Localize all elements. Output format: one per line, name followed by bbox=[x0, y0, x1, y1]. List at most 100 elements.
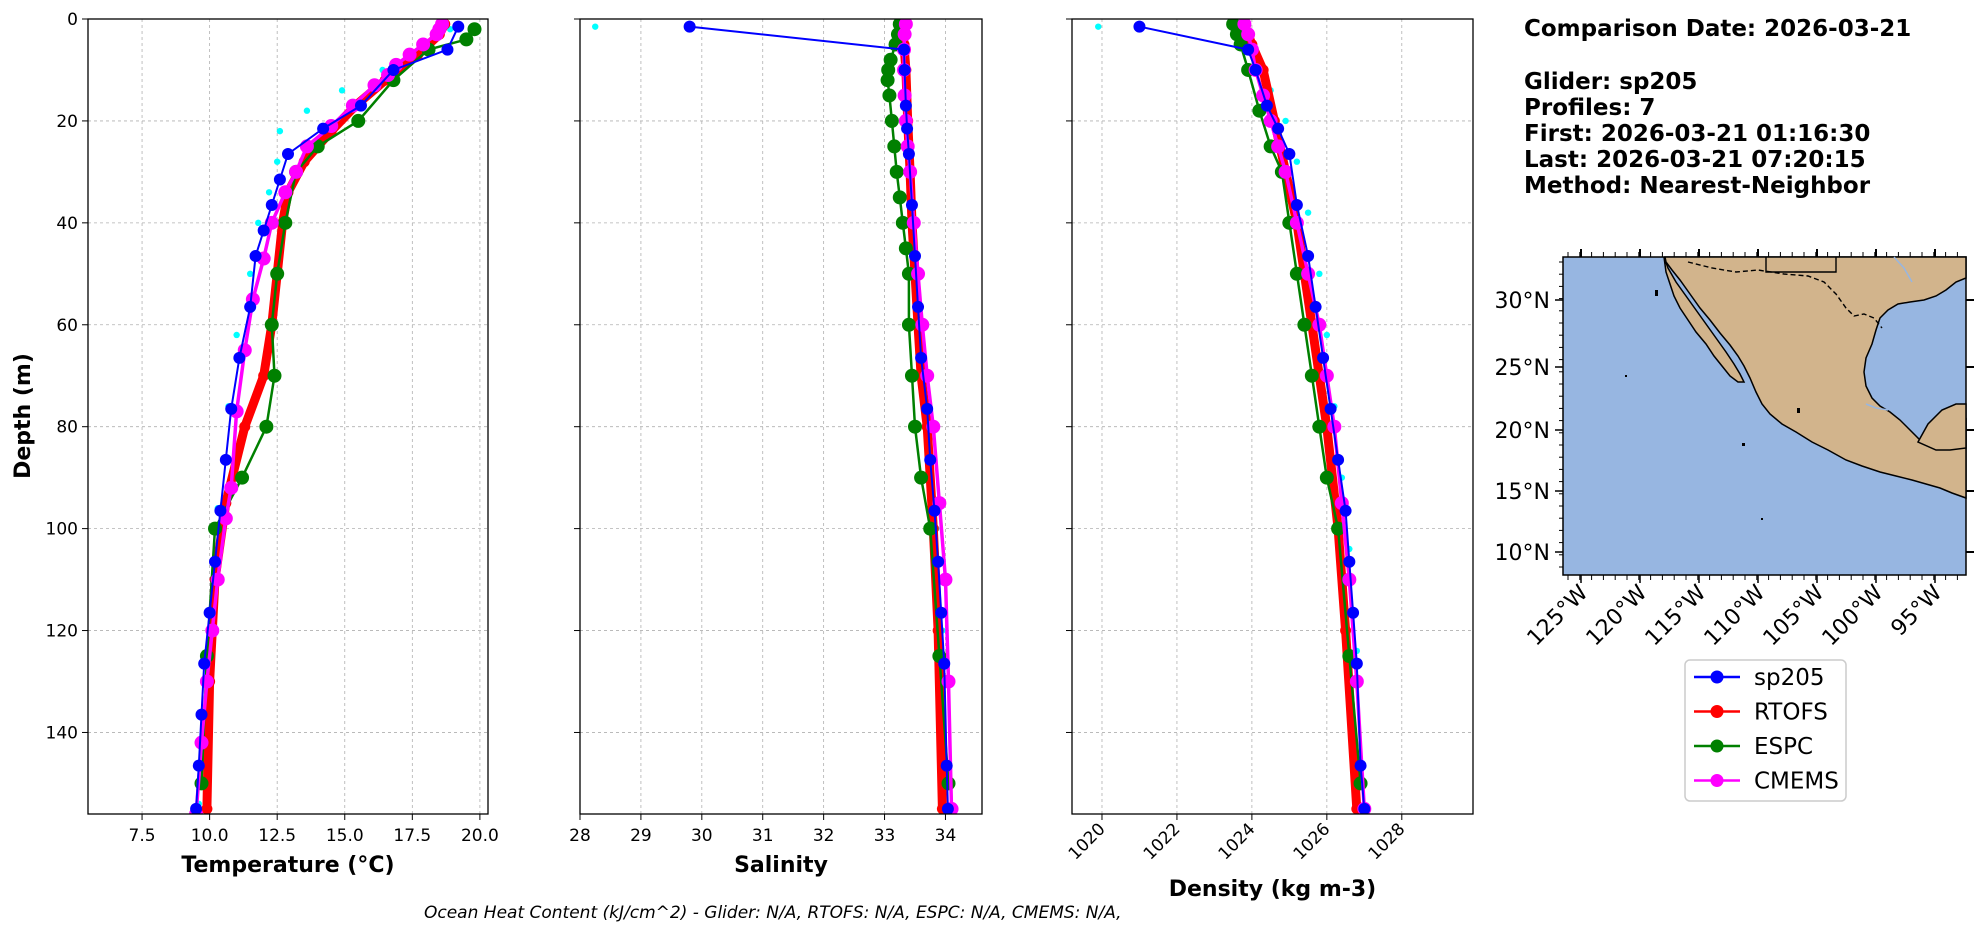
sal-xtick-label: 30 bbox=[691, 826, 713, 846]
dens-cmems-point bbox=[1319, 368, 1334, 383]
sal-sp205-point bbox=[915, 351, 928, 364]
temp-sp205-point bbox=[265, 199, 278, 212]
dens-sp205-point bbox=[1354, 759, 1367, 772]
temp-cmems-point bbox=[367, 78, 382, 93]
dens-rtofs-line bbox=[1240, 22, 1362, 810]
sal-espc-point bbox=[904, 368, 919, 383]
legend-marker bbox=[1710, 705, 1724, 718]
sal-espc-point bbox=[923, 521, 938, 536]
dens-xtick-label: 1022 bbox=[1140, 819, 1185, 864]
ohc-footer: Ocean Heat Content (kJ/cm^2) - Glider: N… bbox=[424, 903, 1122, 923]
temp-sp205-point bbox=[257, 224, 270, 237]
temp-raw-point bbox=[233, 331, 240, 339]
temp-sp205-point bbox=[452, 20, 465, 33]
dens-sp205-point bbox=[1332, 453, 1345, 466]
map-lon-label: 125°W bbox=[1523, 580, 1594, 651]
dens-espc-line bbox=[1231, 23, 1362, 784]
info-block: Comparison Date: 2026-03-21 Glider: sp20… bbox=[1524, 16, 1911, 199]
legend-frame bbox=[1684, 659, 1847, 802]
dens-raw-point bbox=[1095, 23, 1102, 30]
legend-item-sp205: sp205 bbox=[1694, 665, 1824, 691]
location-map: 10°N 15°N 20°N 25°N 30°N 125°W120°W115°W110°W… bbox=[1495, 249, 1974, 651]
dens-cmems-point bbox=[1301, 266, 1316, 281]
sal-espc-point bbox=[884, 113, 899, 128]
temp-xtick-label: 17.5 bbox=[393, 826, 431, 846]
sal-sp205-point bbox=[683, 20, 696, 33]
temp-frame bbox=[87, 18, 489, 815]
sal-sp205-point bbox=[935, 606, 948, 619]
dens-espc-point bbox=[1304, 368, 1319, 383]
depth-tick-label: 140 bbox=[46, 723, 78, 743]
sal-espc-point bbox=[941, 776, 956, 791]
dens-sp205-point bbox=[1249, 63, 1262, 76]
dens-cmems-point bbox=[1312, 317, 1327, 332]
sal-axis-label: Salinity bbox=[734, 853, 828, 878]
map-island bbox=[1625, 375, 1627, 377]
temp-rtofs-point bbox=[258, 370, 270, 382]
sal-sp205-point bbox=[921, 402, 934, 415]
dens-sp205-point bbox=[1283, 148, 1296, 161]
sal-cmems-point bbox=[911, 266, 926, 281]
sal-sp205-point bbox=[901, 122, 914, 135]
temp-sp205-point bbox=[190, 802, 203, 814]
dens-raw-point bbox=[1293, 158, 1301, 165]
depth-tick-label: 120 bbox=[46, 622, 78, 642]
dens-sp205-point bbox=[1309, 300, 1322, 313]
map-lake bbox=[1865, 403, 1889, 411]
temp-espc-point bbox=[270, 266, 285, 281]
legend-label: sp205 bbox=[1754, 665, 1824, 691]
depth-tick-label: 80 bbox=[56, 418, 78, 438]
map-lat-label: 15°N bbox=[1495, 480, 1550, 505]
dens-cmems-point bbox=[1342, 572, 1357, 587]
temp-rtofs-point bbox=[201, 803, 213, 814]
map-lat-label: 30°N bbox=[1495, 289, 1550, 314]
glider-name: Glider: sp205 bbox=[1524, 69, 1697, 95]
map-lat-label: 10°N bbox=[1495, 541, 1550, 566]
salinity-panel: 28 29 30 31 32 33 34 Salinity bbox=[569, 18, 983, 878]
map-lon-label: 95°W bbox=[1887, 580, 1948, 641]
temp-cmems-point bbox=[194, 735, 209, 750]
dens-espc-point bbox=[1297, 317, 1312, 332]
map-lon-label: 100°W bbox=[1818, 580, 1889, 651]
legend-label: CMEMS bbox=[1754, 769, 1839, 795]
temp-espc-point bbox=[459, 32, 474, 47]
temp-raw-point bbox=[255, 219, 262, 227]
depth-tick-label: 0 bbox=[67, 10, 78, 30]
legend-marker bbox=[1710, 739, 1724, 753]
dens-sp205-point bbox=[1350, 657, 1363, 670]
temp-sp205-point bbox=[214, 504, 227, 517]
sal-xtick-label: 31 bbox=[752, 826, 774, 846]
temp-espc-point bbox=[310, 139, 325, 154]
sal-espc-point bbox=[914, 470, 929, 485]
sal-espc-point bbox=[887, 139, 902, 154]
map-land-mainland bbox=[1664, 256, 1967, 500]
depth-tick-label: 100 bbox=[46, 520, 78, 540]
dens-sp205-point bbox=[1302, 249, 1315, 262]
dens-espc-point bbox=[1331, 521, 1346, 536]
map-border bbox=[1687, 261, 1883, 329]
temp-raw-point bbox=[303, 107, 311, 114]
sal-xtick-label: 28 bbox=[569, 826, 591, 846]
dens-sp205-point bbox=[1260, 99, 1273, 112]
temp-sp205-point bbox=[282, 148, 294, 161]
depth-tick-label: 60 bbox=[56, 316, 78, 336]
dens-xtick-label: 1028 bbox=[1365, 819, 1410, 864]
temp-espc-point bbox=[235, 470, 250, 485]
sal-sp205-point bbox=[899, 99, 912, 112]
sal-sp205-point bbox=[905, 199, 918, 212]
depth-axis-label: Depth (m) bbox=[11, 353, 36, 479]
sal-sp205-line bbox=[689, 25, 949, 809]
map-island bbox=[1742, 443, 1745, 446]
sal-espc-point bbox=[889, 164, 904, 179]
temp-xtick-label: 7.5 bbox=[129, 826, 156, 846]
dens-xtick-label: 1020 bbox=[1065, 819, 1110, 864]
dens-sp205-point bbox=[1133, 20, 1146, 33]
sal-xtick-label: 33 bbox=[874, 826, 896, 846]
dens-raw-point bbox=[1323, 331, 1331, 339]
temp-raw-point bbox=[246, 270, 254, 278]
temp-espc-point bbox=[467, 22, 482, 37]
temp-xtick-label: 10.0 bbox=[191, 826, 229, 846]
sal-xtick-label: 34 bbox=[935, 826, 957, 846]
temp-sp205-point bbox=[354, 99, 367, 112]
legend-label: RTOFS bbox=[1754, 700, 1828, 726]
